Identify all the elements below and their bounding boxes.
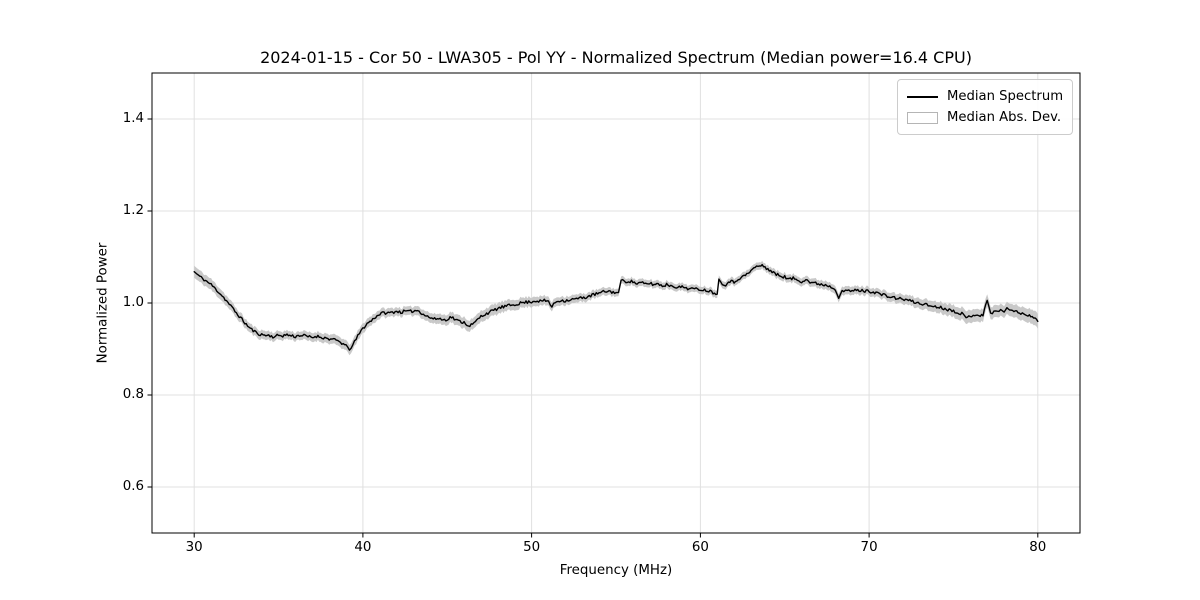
x-tick-label: 30 [185, 540, 203, 555]
x-tick-label: 60 [691, 540, 709, 555]
y-tick-label: 1.4 [122, 111, 144, 127]
x-tick-label: 80 [1029, 540, 1047, 555]
legend-item-median-spectrum: Median Spectrum [907, 86, 1063, 107]
y-tick-label: 1.0 [122, 295, 144, 311]
line-swatch-icon [907, 95, 938, 98]
x-tick-label: 50 [523, 540, 541, 555]
x-tick-label: 40 [354, 540, 372, 555]
y-tick-label: 1.2 [122, 203, 144, 219]
median-abs-dev-band [194, 260, 1038, 356]
y-tick-label: 0.6 [122, 479, 144, 495]
legend-label: Median Spectrum [947, 89, 1064, 104]
legend-label: Median Abs. Dev. [947, 110, 1062, 125]
x-tick-label: 70 [860, 540, 878, 555]
patch-swatch-icon [907, 111, 938, 124]
legend-item-median-abs-dev: Median Abs. Dev. [907, 107, 1063, 128]
legend: Median Spectrum Median Abs. Dev. [897, 79, 1074, 135]
median-spectrum-line [193, 263, 1039, 351]
y-tick-label: 0.8 [122, 387, 144, 403]
x-axis-label: Frequency (MHz) [559, 563, 673, 578]
chart-title: 2024-01-15 - Cor 50 - LWA305 - Pol YY - … [260, 48, 972, 67]
